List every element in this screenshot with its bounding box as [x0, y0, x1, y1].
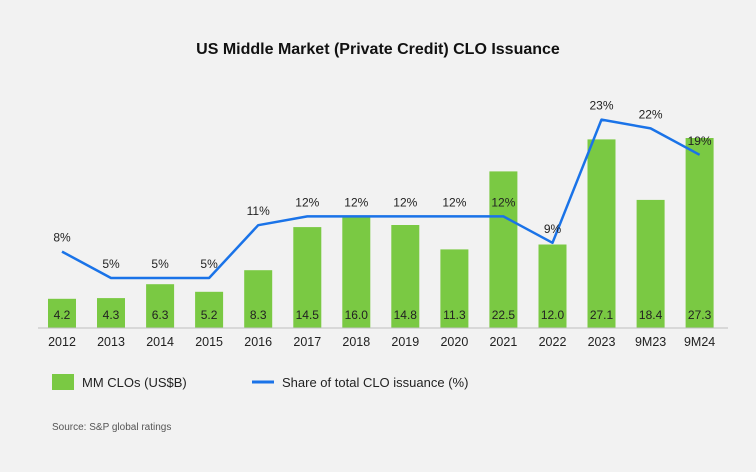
- bar-value-label: 18.4: [639, 308, 663, 322]
- line-value-label: 5%: [200, 257, 218, 271]
- x-tick-label: 2023: [588, 335, 616, 349]
- bar-value-label: 14.5: [296, 308, 320, 322]
- bar-2018: [342, 216, 371, 328]
- labels-layer: 4.2 8% 4.3 5% 6.3 5% 5.2 5% 8.3 11% 14.5 12% 16.0 12%…: [53, 99, 712, 322]
- legend-label-bars: MM CLOs (US$B): [82, 375, 187, 390]
- line-value-label: 9%: [544, 222, 562, 236]
- source-note: Source: S&P global ratings: [52, 422, 171, 433]
- line-value-label: 5%: [151, 257, 169, 271]
- x-tick-label: 2016: [244, 335, 272, 349]
- bar-2022: [538, 244, 567, 328]
- bar-value-label: 11.3: [443, 308, 466, 322]
- x-tick-label: 2015: [195, 335, 223, 349]
- bar-value-label: 14.8: [394, 308, 418, 322]
- x-tick-label: 9M24: [684, 335, 715, 349]
- bar-9M24: [685, 138, 714, 328]
- line-value-label: 19%: [688, 134, 712, 148]
- bar-2021: [489, 171, 518, 328]
- bar-2016: [244, 270, 273, 328]
- line-value-label: 12%: [491, 195, 515, 209]
- bar-2012: [48, 298, 76, 328]
- x-tick-label: 2014: [146, 335, 174, 349]
- bar-value-label: 4.3: [103, 308, 120, 322]
- line-layer: [61, 118, 701, 280]
- bar-value-label: 27.3: [688, 308, 712, 322]
- bar-2013: [97, 298, 125, 328]
- bar-value-label: 4.2: [54, 308, 71, 322]
- x-tick-label: 2019: [391, 335, 419, 349]
- x-tick-label: 2012: [48, 335, 76, 349]
- x-tick-label: 2021: [489, 335, 517, 349]
- bar-value-label: 5.2: [201, 308, 218, 322]
- bar-9M23: [636, 199, 665, 328]
- line-value-label: 12%: [295, 195, 319, 209]
- share-line: [61, 118, 701, 280]
- bar-2019: [391, 225, 420, 328]
- legend: MM CLOs (US$B) Share of total CLO issuan…: [52, 374, 468, 390]
- bar-2017: [293, 227, 322, 328]
- bar-value-label: 16.0: [345, 308, 369, 322]
- bar-2023: [587, 139, 616, 328]
- line-value-label: 22%: [639, 107, 663, 121]
- legend-swatch-bars: [52, 374, 74, 390]
- x-tick-label: 2018: [342, 335, 370, 349]
- bar-2015: [195, 291, 224, 328]
- bar-value-label: 6.3: [152, 308, 169, 322]
- line-value-label: 11%: [247, 204, 270, 218]
- x-tick-label: 2013: [97, 335, 125, 349]
- line-value-label: 12%: [393, 195, 417, 209]
- bar-2020: [440, 249, 469, 328]
- ticks-layer: 2012 2013 2014 2015 2016 2017 2018 2019 2020 2021…: [48, 335, 715, 349]
- line-value-label: 12%: [344, 195, 368, 209]
- bar-value-label: 12.0: [541, 308, 565, 322]
- line-value-label: 23%: [589, 99, 613, 113]
- bar-value-label: 8.3: [250, 308, 267, 322]
- bar-value-label: 22.5: [492, 308, 516, 322]
- chart-title: US Middle Market (Private Credit) CLO Is…: [196, 41, 560, 58]
- bar-value-label: 27.1: [590, 308, 614, 322]
- x-tick-label: 2020: [440, 335, 468, 349]
- line-value-label: 8%: [53, 231, 71, 245]
- bar-2014: [146, 284, 175, 328]
- x-tick-label: 9M23: [635, 335, 666, 349]
- line-value-label: 5%: [102, 257, 120, 271]
- x-tick-label: 2022: [539, 335, 567, 349]
- bars-layer: [48, 138, 714, 328]
- x-tick-label: 2017: [293, 335, 321, 349]
- line-value-label: 12%: [442, 195, 466, 209]
- legend-label-line: Share of total CLO issuance (%): [282, 375, 468, 390]
